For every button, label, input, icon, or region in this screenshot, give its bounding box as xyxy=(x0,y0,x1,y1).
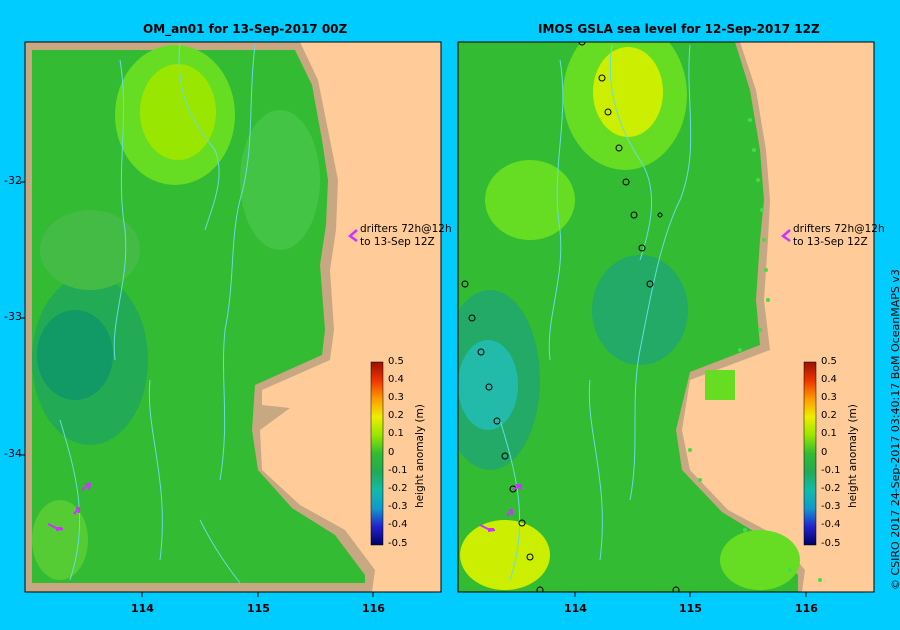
colorbar-label: height anomaly (m) xyxy=(414,404,426,508)
x-tick-label: 114 xyxy=(564,602,587,615)
drifter-tracks xyxy=(479,484,523,532)
left-panel-title: OM_an01 for 13-Sep-2017 00Z xyxy=(143,22,348,36)
drifter-legend-icon xyxy=(347,229,791,243)
x-tick-label: 116 xyxy=(795,602,818,615)
colorbar-label: height anomaly (m) xyxy=(847,404,859,508)
x-tick-label: 115 xyxy=(247,602,270,615)
left-colorbar xyxy=(370,361,384,546)
x-tick-label: 114 xyxy=(131,602,154,615)
drifter-tracks xyxy=(47,483,92,531)
y-tick-label: -32 xyxy=(4,174,22,187)
right-colorbar xyxy=(803,361,817,546)
x-tick-label: 115 xyxy=(679,602,702,615)
axis-ticks xyxy=(20,181,807,597)
y-tick-label: -34 xyxy=(4,447,22,460)
drifters-label: drifters 72h@12h to 13-Sep 12Z xyxy=(793,223,885,248)
x-tick-label: 116 xyxy=(362,602,385,615)
right-map xyxy=(458,42,874,592)
right-panel-title: IMOS GSLA sea level for 12-Sep-2017 12Z xyxy=(538,22,820,36)
coastal-track-points xyxy=(688,118,822,582)
altimeter-track-points xyxy=(461,42,680,592)
y-tick-label: -33 xyxy=(4,310,22,323)
drifters-label: drifters 72h@12h to 13-Sep 12Z xyxy=(360,223,452,248)
credit-text: © CSIRO 2017 24-Sep-2017 03:40:17 BoM Oc… xyxy=(889,269,900,590)
